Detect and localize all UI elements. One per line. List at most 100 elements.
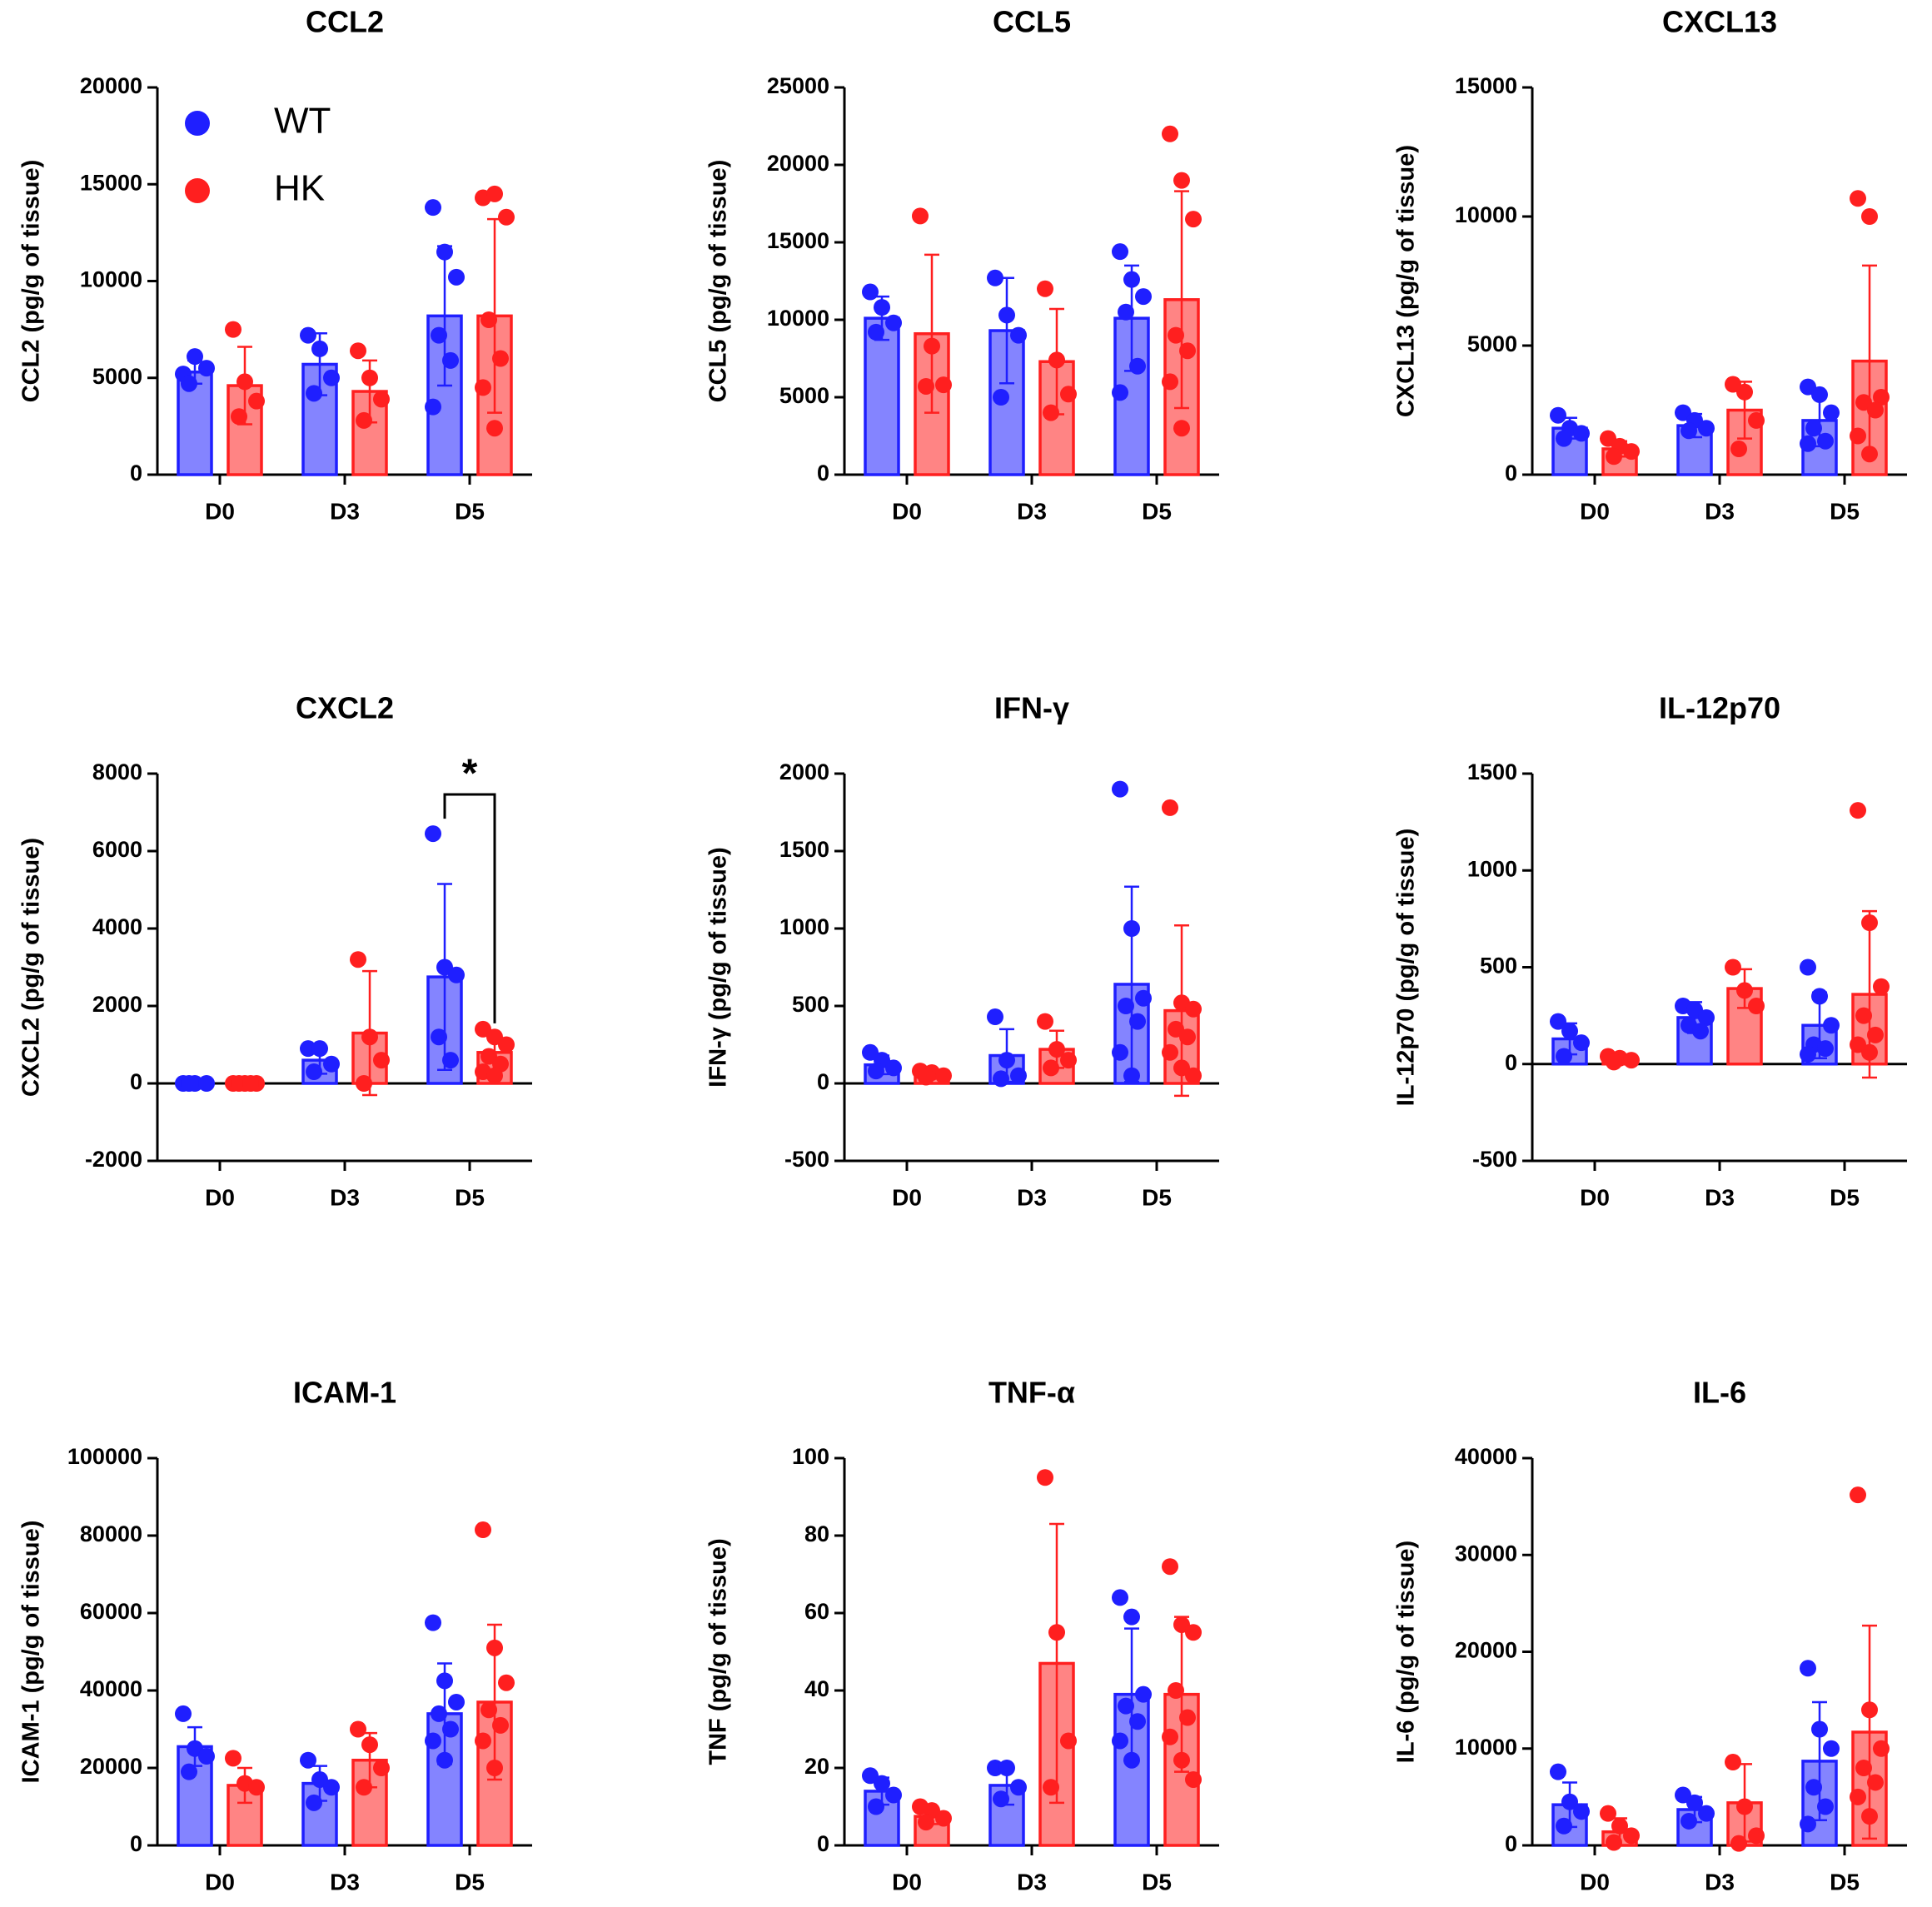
data-point: [1725, 1754, 1741, 1771]
data-point: [874, 1775, 890, 1792]
y-tick-label: 1000: [1467, 856, 1517, 881]
y-tick-label: -2000: [85, 1147, 142, 1172]
data-point: [1162, 1728, 1178, 1745]
x-tick-label: D5: [1830, 1184, 1860, 1210]
x-tick-label: D0: [1580, 498, 1610, 524]
data-point: [1561, 1793, 1578, 1810]
data-point: [1573, 425, 1590, 442]
chart-title: TNF-α: [988, 1376, 1075, 1410]
data-point: [1748, 998, 1765, 1014]
data-point: [935, 376, 952, 394]
data-point: [431, 326, 447, 344]
data-point: [874, 299, 890, 316]
data-point: [1060, 1732, 1077, 1750]
data-point: [431, 1028, 447, 1046]
x-tick-label: D3: [330, 498, 360, 524]
data-point: [1118, 998, 1134, 1014]
data-point: [1179, 342, 1196, 360]
data-point: [198, 1075, 215, 1092]
y-tick-label: -500: [1472, 1147, 1517, 1172]
data-point: [323, 369, 340, 386]
data-point: [1112, 780, 1128, 798]
data-point: [1185, 1624, 1202, 1641]
x-tick-label: D3: [330, 1869, 360, 1895]
data-point: [425, 398, 441, 416]
y-axis-label: CXCL2 (pg/g of tissue): [18, 838, 45, 1097]
data-point: [361, 1736, 378, 1754]
data-point: [425, 825, 441, 843]
data-point: [198, 360, 215, 377]
y-tick-label: -500: [784, 1147, 829, 1172]
data-point: [1162, 1558, 1178, 1576]
data-point: [1043, 1779, 1059, 1796]
data-point: [1861, 446, 1878, 463]
data-point: [248, 392, 265, 410]
x-tick-label: D5: [1830, 1869, 1860, 1895]
y-tick-label: 15000: [1455, 73, 1517, 98]
data-point: [1800, 435, 1816, 452]
y-tick-label: 0: [1505, 1050, 1517, 1075]
data-point: [498, 1036, 515, 1053]
data-point: [1861, 1701, 1878, 1719]
data-point: [306, 1794, 322, 1811]
data-point: [1817, 1040, 1834, 1058]
y-axis-label: IL-12p70 (pg/g of tissue): [1393, 829, 1420, 1107]
chart-title: ICAM-1: [293, 1376, 396, 1410]
data-point: [198, 1748, 215, 1765]
y-axis-label: TNF (pg/g of tissue): [705, 1538, 732, 1765]
y-tick-label: 0: [1505, 1831, 1517, 1856]
data-point: [1173, 1751, 1190, 1769]
data-point: [373, 1760, 390, 1776]
y-tick-label: 0: [130, 1069, 142, 1094]
data-point: [373, 1052, 390, 1069]
data-point: [1736, 1798, 1753, 1815]
data-point: [1129, 357, 1146, 375]
data-point: [1162, 799, 1178, 816]
data-point: [1010, 1067, 1027, 1084]
y-tick-label: 20: [804, 1754, 829, 1779]
y-tick-label: 40: [804, 1676, 829, 1701]
data-point: [1748, 411, 1765, 429]
data-point: [1823, 1017, 1840, 1034]
significance-label: *: [462, 752, 478, 796]
y-tick-label: 20000: [80, 1754, 142, 1779]
data-point: [885, 314, 902, 331]
data-point: [1823, 1740, 1840, 1757]
data-point: [1118, 303, 1134, 321]
x-tick-label: D5: [1142, 1184, 1172, 1210]
x-tick-label: D0: [892, 498, 922, 524]
data-point: [1800, 1660, 1816, 1677]
data-point: [1850, 427, 1866, 445]
data-point: [361, 369, 378, 386]
data-point: [1873, 978, 1890, 995]
data-point: [1800, 1815, 1816, 1833]
data-point: [436, 243, 453, 261]
data-point: [1550, 406, 1566, 424]
y-tick-label: 2000: [779, 759, 829, 784]
data-point: [1162, 1043, 1178, 1061]
y-axis-label: IL-6 (pg/g of tissue): [1393, 1541, 1420, 1763]
data-point: [442, 1052, 459, 1069]
legend-label: HK: [274, 168, 325, 209]
data-point: [1550, 1013, 1566, 1030]
data-point: [311, 1040, 328, 1058]
y-tick-label: 100: [792, 1444, 829, 1469]
data-point: [1623, 443, 1640, 461]
y-tick-label: 10000: [80, 267, 142, 292]
data-point: [1805, 1779, 1822, 1796]
chart-title: CXCL2: [296, 691, 394, 725]
data-point: [248, 1779, 265, 1796]
data-point: [231, 1075, 247, 1092]
y-tick-label: 1500: [779, 837, 829, 862]
data-point: [373, 391, 390, 408]
data-point: [1129, 1713, 1146, 1730]
data-point: [1043, 1059, 1059, 1077]
data-point: [935, 1067, 952, 1084]
data-point: [1135, 989, 1152, 1007]
data-point: [1606, 448, 1622, 466]
data-point: [1561, 1023, 1578, 1040]
data-point: [1573, 1034, 1590, 1052]
data-point: [1681, 422, 1697, 440]
data-point: [1681, 1812, 1697, 1830]
data-point: [1123, 271, 1140, 288]
